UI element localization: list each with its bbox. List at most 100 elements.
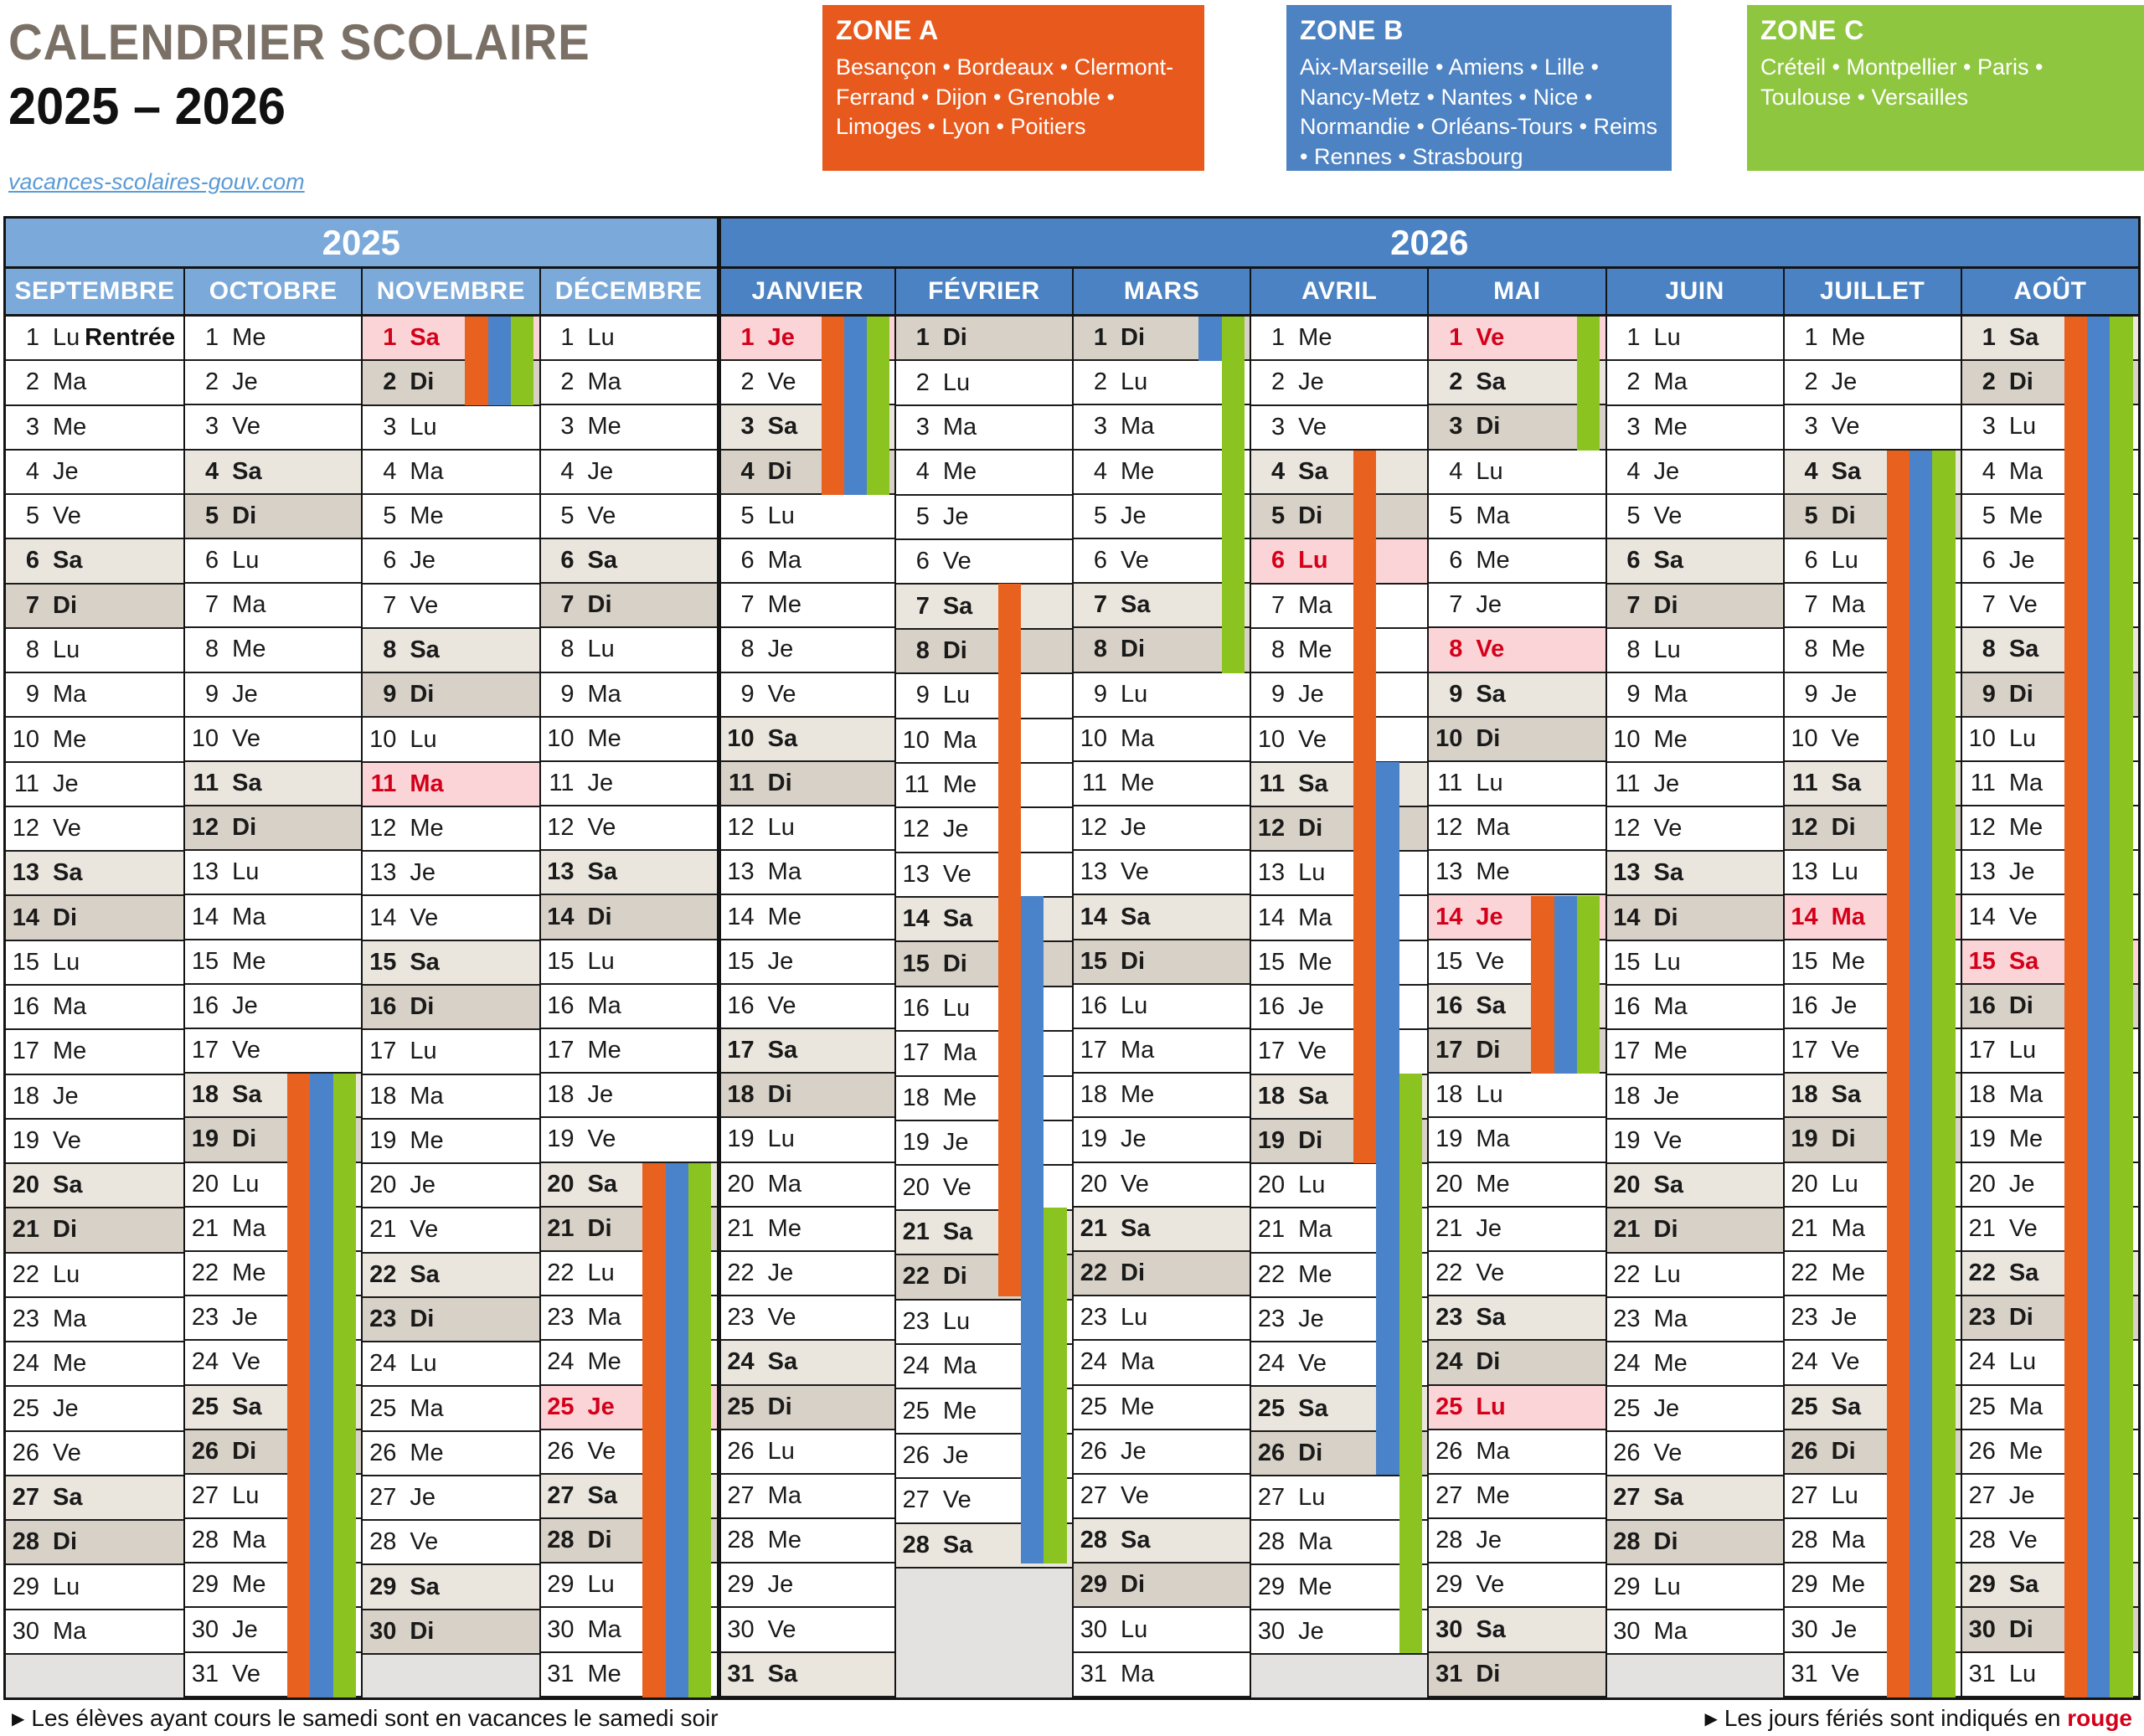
day-number: 23 <box>1435 1304 1463 1332</box>
day-abbreviation: Sa <box>232 1393 262 1420</box>
day-abbreviation: Di <box>1476 1037 1501 1064</box>
day-abbreviation: Ve <box>1298 725 1327 753</box>
day-number: 28 <box>1968 1527 1996 1554</box>
vacation-stripe-zone-c <box>1044 1207 1067 1564</box>
day-abbreviation: Di <box>53 904 77 931</box>
day-abbreviation: Je <box>2008 1481 2035 1509</box>
day-cell: 8 Lu <box>6 628 184 674</box>
day-number: 21 <box>1791 1214 1818 1242</box>
day-abbreviation: Me <box>232 1260 266 1287</box>
day-number: 6 <box>1626 547 1641 574</box>
source-website-link[interactable]: vacances-scolaires-gouv.com <box>8 169 305 194</box>
day-number: 22 <box>547 1260 575 1287</box>
day-abbreviation: Di <box>1653 591 1678 619</box>
day-number: 9 <box>1804 680 1818 708</box>
day-cell: 20 Me <box>1429 1162 1605 1208</box>
day-number: 23 <box>1080 1304 1107 1332</box>
day-abbreviation: Ma <box>1121 1660 1155 1687</box>
day-number: 14 <box>547 903 575 930</box>
day-cell: 17 Me <box>6 1030 184 1075</box>
rentree-label: Rentrée <box>85 324 176 352</box>
day-abbreviation: Lu <box>53 636 80 663</box>
day-cell: 16 Lu <box>895 986 1072 1033</box>
day-abbreviation: Ve <box>1298 1350 1327 1378</box>
day-cell: 27 Ve <box>1074 1474 1250 1520</box>
day-number: 15 <box>547 947 575 975</box>
day-cell: 30 Je <box>1251 1610 1428 1655</box>
day-number: 2 <box>1804 368 1818 396</box>
day-cell: 4 Je <box>1606 450 1783 496</box>
month-header-juillet: JUILLET <box>1782 269 1961 317</box>
day-number: 26 <box>12 1439 39 1466</box>
day-number: 12 <box>902 816 930 843</box>
day-cell: 12 Ma <box>1429 806 1605 852</box>
day-abbreviation: Je <box>232 992 258 1019</box>
day-abbreviation: Di <box>587 903 612 930</box>
day-number: 27 <box>1435 1481 1463 1509</box>
day-abbreviation: Je <box>232 1304 258 1332</box>
day-abbreviation: Je <box>942 1441 969 1469</box>
day-abbreviation: Ma <box>767 1481 801 1509</box>
day-cell: 14 Sa <box>1074 895 1250 940</box>
day-abbreviation: Di <box>2008 1615 2033 1643</box>
day-number: 18 <box>1791 1081 1818 1109</box>
day-number: 1 <box>1449 324 1463 352</box>
day-cell: 16 Ma <box>1606 985 1783 1031</box>
day-abbreviation: Ve <box>2008 1527 2038 1554</box>
day-abbreviation: Di <box>767 1081 792 1109</box>
day-number: 7 <box>1804 591 1818 619</box>
day-number: 14 <box>727 903 755 930</box>
day-abbreviation: Ma <box>1121 724 1155 752</box>
day-number: 22 <box>727 1260 755 1287</box>
day-number: 12 <box>1968 814 1996 842</box>
day-abbreviation: Ve <box>1831 1348 1860 1376</box>
day-cell: 18 Je <box>540 1074 717 1119</box>
day-cell: 13 Lu <box>185 851 362 896</box>
day-abbreviation: Di <box>410 993 435 1021</box>
day-cell: 15 Di <box>895 942 1072 987</box>
day-cell: 22 Sa <box>363 1253 539 1298</box>
day-cell: 8 Di <box>1074 628 1250 673</box>
day-cell: 6 Sa <box>540 538 717 585</box>
day-number: 15 <box>902 950 930 977</box>
day-abbreviation: Lu <box>53 324 80 352</box>
day-number: 21 <box>1968 1214 1996 1242</box>
day-number: 1 <box>1982 324 1996 352</box>
day-abbreviation: Je <box>1476 903 1503 930</box>
day-abbreviation: Sa <box>1476 368 1506 396</box>
day-cell: 31 Sa <box>720 1652 894 1697</box>
day-abbreviation: Di <box>1476 413 1501 440</box>
day-abbreviation: Ma <box>53 993 87 1021</box>
vacation-stripe-zone-b <box>1376 761 1399 1476</box>
day-number: 26 <box>369 1439 397 1466</box>
day-cell: 26 Ma <box>1429 1429 1605 1475</box>
day-number: 7 <box>915 592 930 620</box>
day-cell: 9 Ma <box>1606 673 1783 719</box>
day-number: 27 <box>1257 1484 1286 1512</box>
day-abbreviation: Je <box>942 1129 969 1156</box>
day-abbreviation: Ve <box>232 1660 261 1687</box>
day-number: 18 <box>369 1082 397 1110</box>
day-abbreviation: Di <box>587 591 612 619</box>
day-cell: 2 Ma <box>1606 361 1783 406</box>
month-header-row: SEPTEMBRE OCTOBRE NOVEMBRE DÉCEMBRE JANVIER F… <box>6 269 2138 317</box>
day-cell: 1 Me <box>185 317 362 362</box>
day-abbreviation: Ve <box>53 1126 81 1154</box>
day-abbreviation: Ve <box>2008 591 2038 619</box>
day-number: 22 <box>1791 1260 1818 1287</box>
day-number: 17 <box>727 1037 755 1064</box>
day-number: 15 <box>191 947 219 975</box>
day-cell: 14 Ma <box>185 895 362 940</box>
day-abbreviation: Di <box>1476 724 1501 752</box>
day-abbreviation: Je <box>2008 858 2035 886</box>
day-number: 10 <box>1080 724 1107 752</box>
day-number: 2 <box>25 368 39 396</box>
day-cell: 7 Di <box>1606 584 1783 629</box>
day-abbreviation: Me <box>1476 858 1510 886</box>
day-number: 31 <box>1435 1660 1463 1687</box>
day-abbreviation: Me <box>2008 814 2044 842</box>
day-number: 6 <box>1982 547 1996 574</box>
day-abbreviation: Di <box>587 1527 612 1554</box>
day-number: 12 <box>12 815 39 842</box>
day-number: 7 <box>1626 591 1641 619</box>
